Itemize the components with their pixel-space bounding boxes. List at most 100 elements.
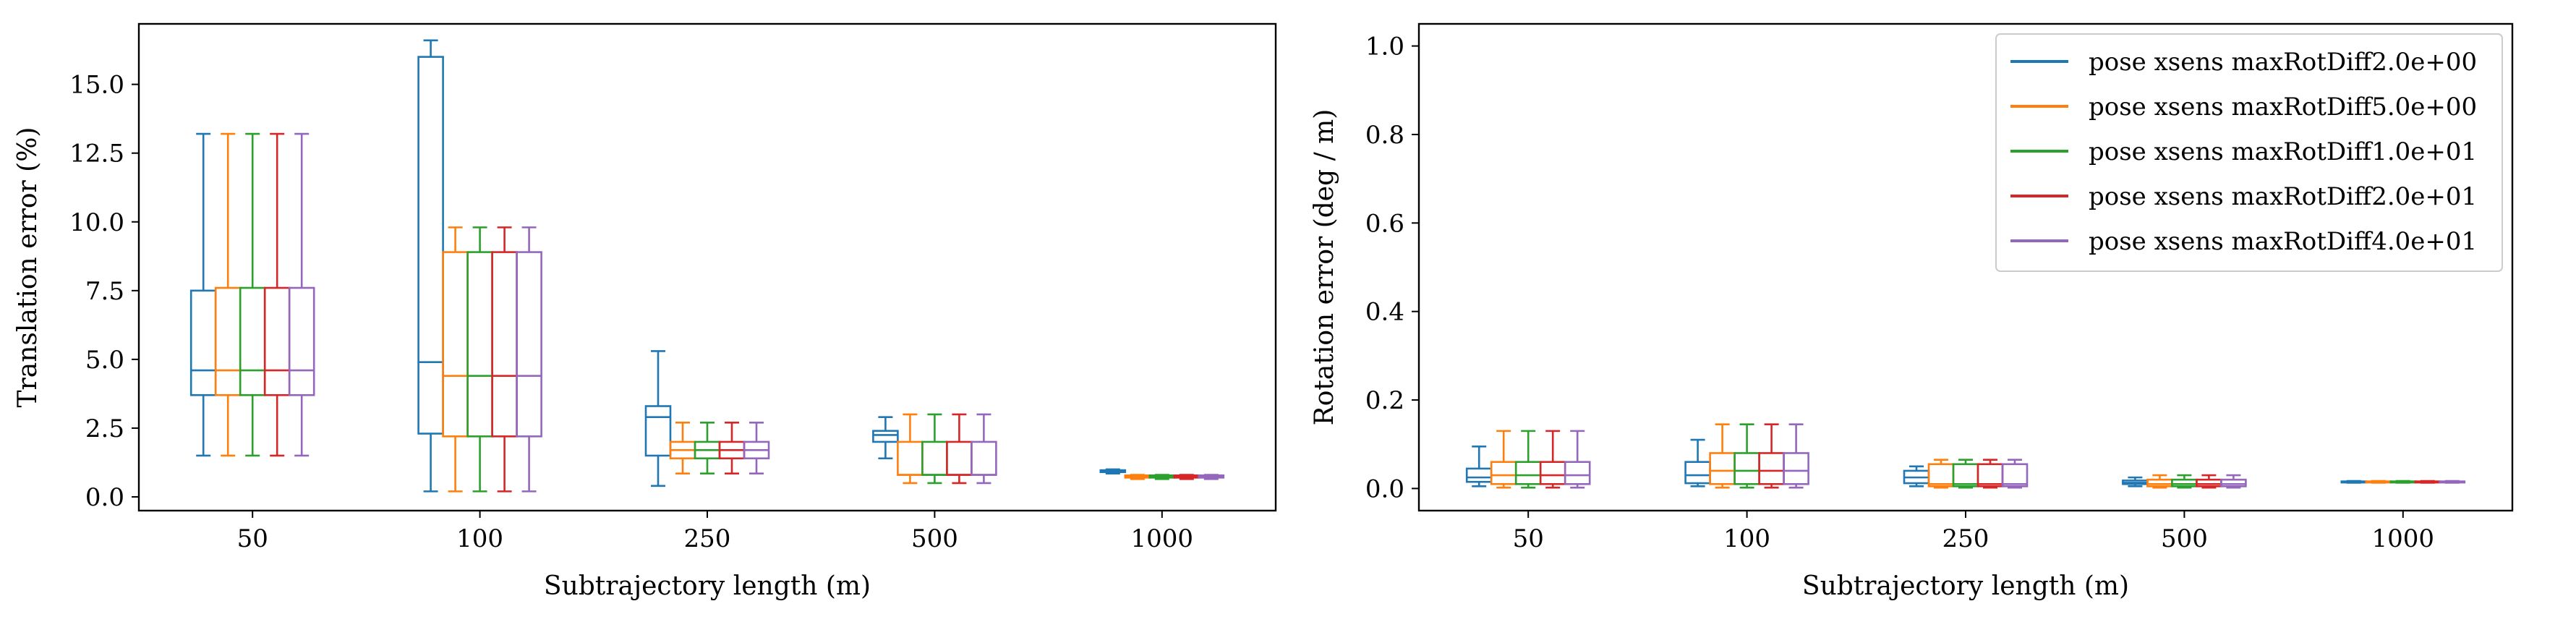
legend: pose xsens maxRotDiff2.0e+00 pose xsens m…	[1995, 33, 2503, 272]
box-body	[1684, 461, 1711, 485]
box-pose-xsens-maxrotdiff5.0e+00-500	[2146, 474, 2173, 489]
box-pose-xsens-maxrotdiff5.0e+00-250	[669, 422, 696, 474]
box-body	[897, 440, 924, 476]
box-pose-xsens-maxrotdiff5.0e+00-1000	[2365, 480, 2392, 484]
box-pose-xsens-maxrotdiff2.0e+01-250	[1976, 459, 2004, 489]
box-pose-xsens-maxrotdiff4.0e+01-100	[516, 226, 542, 493]
box-pose-xsens-maxrotdiff5.0e+00-500	[897, 413, 924, 485]
y-tick-label: 5.0	[85, 346, 124, 375]
box-body	[1952, 463, 1979, 487]
box-body	[1976, 463, 2004, 487]
x-axis-label: Subtrajectory length (m)	[544, 571, 871, 601]
box-body	[189, 289, 217, 396]
legend-item: pose xsens maxRotDiff4.0e+01	[2010, 227, 2477, 256]
box-pose-xsens-maxrotdiff1.0e+01-500	[921, 413, 948, 485]
box-pose-xsens-maxrotdiff4.0e+01-100	[1783, 423, 1809, 489]
box-body	[921, 440, 948, 476]
box-body	[466, 251, 493, 438]
x-axis-label: Subtrajectory length (m)	[1802, 571, 2129, 601]
x-tick-label: 1000	[1131, 524, 1194, 553]
box-pose-xsens-maxrotdiff5.0e+00-50	[1490, 430, 1517, 489]
box-pose-xsens-maxrotdiff4.0e+01-500	[2220, 474, 2247, 489]
box-body	[1927, 463, 1955, 487]
box-body	[288, 286, 315, 396]
box-body	[417, 56, 444, 435]
box-body	[644, 405, 672, 457]
x-tick-label: 50	[237, 524, 268, 553]
box-pose-xsens-maxrotdiff1.0e+01-500	[2171, 474, 2198, 489]
box-pose-xsens-maxrotdiff2.0e+01-50	[1539, 430, 1566, 489]
y-tick-label: 0.2	[1365, 386, 1404, 415]
x-tick-label: 250	[1942, 524, 1989, 553]
box-pose-xsens-maxrotdiff1.0e+01-250	[694, 422, 721, 474]
box-body	[1514, 461, 1542, 485]
y-tick-label: 0.0	[85, 483, 124, 512]
x-tick-label: 50	[1513, 524, 1544, 553]
y-tick-label: 0.0	[1365, 474, 1404, 503]
box-body	[971, 440, 997, 476]
box-pose-xsens-maxrotdiff4.0e+01-1000	[2439, 480, 2466, 484]
x-tick-label: 100	[1723, 524, 1770, 553]
box-pose-xsens-maxrotdiff2.0e+00-1000	[1099, 468, 1127, 474]
box-pose-xsens-maxrotdiff2.0e+01-500	[2196, 474, 2222, 489]
box-body	[1490, 461, 1517, 485]
legend-frame	[1995, 33, 2503, 272]
box-body	[1465, 467, 1493, 483]
box-pose-xsens-maxrotdiff4.0e+01-50	[1564, 430, 1591, 489]
box-body	[946, 440, 973, 476]
box-body	[214, 286, 242, 396]
x-tick-label: 500	[2161, 524, 2208, 553]
box-body	[516, 251, 542, 438]
box-pose-xsens-maxrotdiff5.0e+00-1000	[1124, 474, 1151, 480]
box-body	[2196, 478, 2222, 487]
box-pose-xsens-maxrotdiff2.0e+00-250	[1903, 465, 1930, 487]
box-body	[491, 251, 518, 438]
legend-item: pose xsens maxRotDiff5.0e+00	[2010, 93, 2477, 122]
box-pose-xsens-maxrotdiff1.0e+01-100	[1733, 423, 1760, 489]
box-pose-xsens-maxrotdiff2.0e+00-50	[189, 132, 217, 457]
legend-item: pose xsens maxRotDiff2.0e+00	[2010, 48, 2477, 77]
y-tick-label: 2.5	[85, 414, 124, 443]
box-pose-xsens-maxrotdiff2.0e+00-250	[644, 350, 672, 487]
y-tick-label: 15.0	[69, 71, 124, 100]
x-tick-label: 250	[684, 524, 731, 553]
box-body	[1783, 452, 1809, 485]
translation-error-panel: 0.0 2.5 5.0 7.5 10.0 12.5 15.0 50 100 250 500 1000 S…	[13, 22, 1277, 601]
x-tick-label: 500	[911, 524, 958, 553]
box-pose-xsens-maxrotdiff2.0e+00-1000	[2340, 480, 2368, 484]
box-pose-xsens-maxrotdiff2.0e+00-500	[2122, 476, 2149, 487]
box-body	[2220, 478, 2247, 487]
legend-label: pose xsens maxRotDiff2.0e+00	[2089, 48, 2477, 77]
box-pose-xsens-maxrotdiff2.0e+01-250	[718, 422, 746, 474]
box-body	[2001, 463, 2029, 487]
legend-item: pose xsens maxRotDiff1.0e+01	[2010, 137, 2477, 166]
rotation-error-panel: 0.0 0.2 0.4 0.6 0.8 1.0 50 100 250 500 1000 Subtraj…	[1310, 22, 2514, 601]
box-pose-xsens-maxrotdiff2.0e+00-100	[1684, 438, 1711, 487]
y-tick-label: 0.4	[1365, 298, 1404, 327]
box-body	[263, 286, 291, 396]
y-tick-label: 0.8	[1365, 121, 1404, 150]
box-body	[2146, 478, 2173, 487]
box-pose-xsens-maxrotdiff2.0e+00-50	[1465, 445, 1493, 487]
box-pose-xsens-maxrotdiff4.0e+01-1000	[1198, 474, 1225, 480]
box-body	[872, 430, 899, 443]
box-body	[1709, 452, 1736, 485]
legend-label: pose xsens maxRotDiff5.0e+00	[2089, 93, 2477, 122]
y-tick-label: 7.5	[85, 277, 124, 306]
box-pose-xsens-maxrotdiff1.0e+01-1000	[1148, 474, 1176, 480]
x-tick-label: 1000	[2372, 524, 2435, 553]
box-body	[442, 251, 469, 438]
box-body	[1733, 452, 1760, 485]
box-body	[2171, 478, 2198, 487]
box-pose-xsens-maxrotdiff2.0e+01-50	[263, 132, 291, 457]
y-tick-label: 12.5	[69, 140, 124, 169]
box-pose-xsens-maxrotdiff4.0e+01-500	[971, 413, 997, 485]
box-body	[1564, 461, 1591, 485]
y-tick-label: 1.0	[1365, 33, 1404, 61]
box-pose-xsens-maxrotdiff2.0e+01-500	[946, 413, 973, 485]
box-pose-xsens-maxrotdiff5.0e+00-50	[214, 132, 242, 457]
y-tick-label: 10.0	[69, 208, 124, 237]
legend-label: pose xsens maxRotDiff1.0e+01	[2089, 137, 2477, 166]
box-pose-xsens-maxrotdiff2.0e+01-100	[1758, 423, 1785, 489]
